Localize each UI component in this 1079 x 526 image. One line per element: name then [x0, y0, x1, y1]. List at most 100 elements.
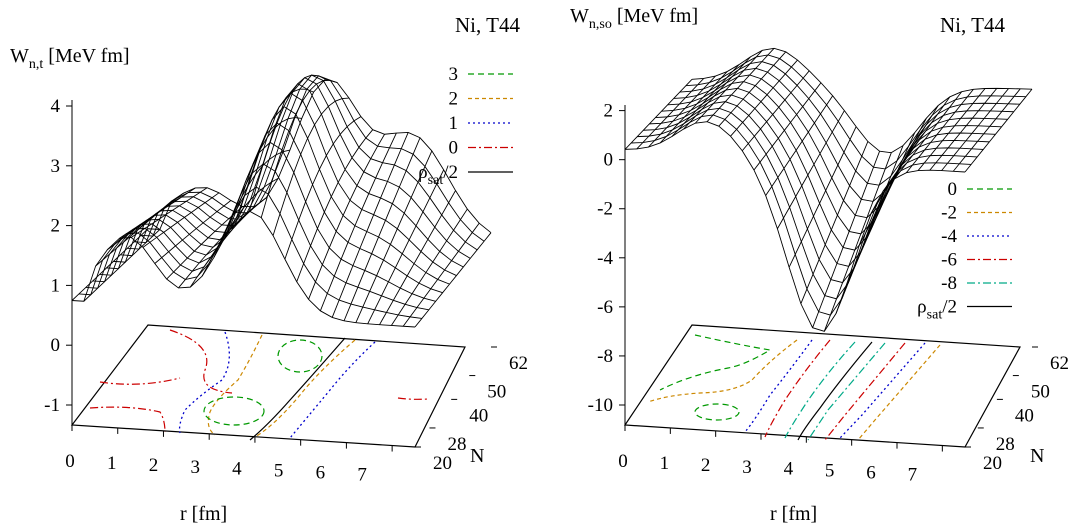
right-z-tick-label: -2 [597, 199, 613, 220]
left-y-axis-label: N [470, 445, 484, 467]
right-z-ticks: -10 -8 -6 -4 -2 0 2 [588, 101, 625, 416]
left-mesh-col [343, 137, 421, 322]
right-mesh-col [964, 88, 1033, 173]
left-contours [89, 329, 429, 441]
right-z-axis-label: Wn,so [MeV fm] [570, 5, 698, 32]
right-legend-label: -2 [941, 203, 957, 224]
left-mesh-col [402, 222, 480, 327]
left-mesh-col [119, 187, 196, 239]
left-mesh-col [142, 192, 220, 248]
right-x-tick-label: 7 [908, 465, 918, 486]
right-mesh-col [765, 95, 834, 196]
left-z-ticks: -1 0 1 2 3 4 [44, 96, 72, 416]
right-x-tick-label: 6 [866, 463, 876, 484]
right-contour-teal-a [784, 341, 856, 439]
left-mesh-row [141, 75, 485, 242]
left-mesh-col [130, 187, 208, 238]
right-mesh-col [823, 152, 892, 332]
left-mesh-row [71, 210, 416, 328]
right-mesh-row [685, 54, 1026, 170]
right-contour-teal-b [807, 342, 886, 441]
left-z-tick-label: 3 [51, 156, 61, 177]
left-y-tick-label: 40 [469, 405, 488, 426]
right-z-tick-label: -8 [597, 346, 613, 367]
right-mesh-col [741, 70, 810, 152]
right-legend-label: -6 [941, 250, 957, 271]
right-x-tick-label: 4 [784, 459, 794, 480]
right-mesh-col [636, 78, 705, 150]
right-y-tick-label: 62 [1050, 353, 1069, 374]
right-mesh-col [894, 91, 963, 179]
left-mesh-col [284, 116, 362, 260]
left-mesh-col [225, 117, 302, 236]
right-surface-mesh [624, 47, 1033, 332]
left-z-tick-label: 4 [51, 96, 61, 117]
left-contour-orange-a [207, 334, 263, 436]
left-mesh-col [178, 206, 255, 289]
right-mesh-row [667, 74, 1008, 219]
right-legend-label: -8 [941, 273, 957, 294]
left-legend-label: 3 [449, 64, 459, 85]
right-mesh-row [655, 87, 996, 251]
right-mesh-col [648, 75, 716, 148]
right-z-tick-label: -6 [597, 297, 613, 318]
left-x-ticks: 0 1 2 3 4 5 6 7 [65, 425, 393, 486]
left-mesh-col [319, 132, 397, 311]
right-contour-blue-b [839, 342, 926, 439]
right-mesh-col [718, 51, 787, 127]
right-title: Ni, T44 [940, 13, 1005, 37]
left-legend-label: 2 [449, 89, 459, 110]
left-mesh-col [355, 150, 433, 323]
right-mesh-row [673, 67, 1014, 202]
right-y-tick-label: 50 [1031, 382, 1050, 403]
right-mesh-row [679, 61, 1020, 186]
left-contour-blue-a [178, 331, 230, 434]
left-mesh-col [213, 149, 291, 258]
right-mesh-col [659, 71, 728, 144]
right-x-tick-label: 3 [742, 457, 752, 478]
left-mesh-row [99, 122, 443, 294]
left-contour-green-top [277, 339, 323, 373]
left-surface-mesh [71, 74, 492, 328]
left-mesh-col [367, 169, 445, 325]
right-mesh-row [631, 114, 972, 316]
left-mesh-col [296, 129, 374, 282]
left-mesh-col [379, 190, 456, 325]
left-x-tick-label: 4 [232, 459, 242, 480]
left-mesh-row [106, 105, 450, 285]
right-x-axis-label: r [fm] [770, 503, 817, 525]
left-y-tick-label: 62 [509, 353, 528, 374]
right-contour-green-a [659, 334, 772, 391]
left-contour-orange-b [254, 339, 356, 438]
right-x-tick-label: 2 [701, 455, 711, 476]
right-y-tick-label: 20 [983, 453, 1002, 474]
left-y-tick-label: 50 [487, 382, 506, 403]
left-title: Ni, T44 [455, 13, 520, 37]
right-mesh-row [637, 107, 978, 300]
left-legend-label: ρsat/2 [418, 162, 458, 188]
right-mesh-row [643, 101, 984, 284]
left-mesh-col [189, 197, 267, 288]
right-mesh-col [917, 88, 986, 171]
left-mesh-row [127, 77, 471, 259]
left-x-tick-label: 1 [107, 453, 117, 474]
left-mesh-col [272, 97, 350, 236]
right-z-tick-label: 2 [604, 101, 614, 122]
right-legend-label: ρsat/2 [917, 297, 957, 323]
right-contour-orange-a [647, 339, 798, 403]
right-legend: 0 -2-4 -6-8 ρsat/2 [917, 179, 1012, 323]
left-legend-label: 1 [449, 113, 459, 134]
left-contour-green-bottom [203, 396, 265, 426]
right-y-axis-label: N [1030, 445, 1044, 467]
right-mesh-col [695, 50, 763, 124]
left-z-tick-label: 2 [51, 216, 61, 237]
left-mesh-row [147, 78, 492, 234]
left-mesh-col [390, 208, 468, 326]
left-mesh-col [331, 132, 409, 318]
left-z-axis-label: Wn,t [MeV fm] [10, 45, 130, 72]
left-z-tick-label: 1 [51, 275, 61, 296]
right-mesh-col [706, 47, 775, 122]
right-mesh-col [812, 151, 881, 328]
